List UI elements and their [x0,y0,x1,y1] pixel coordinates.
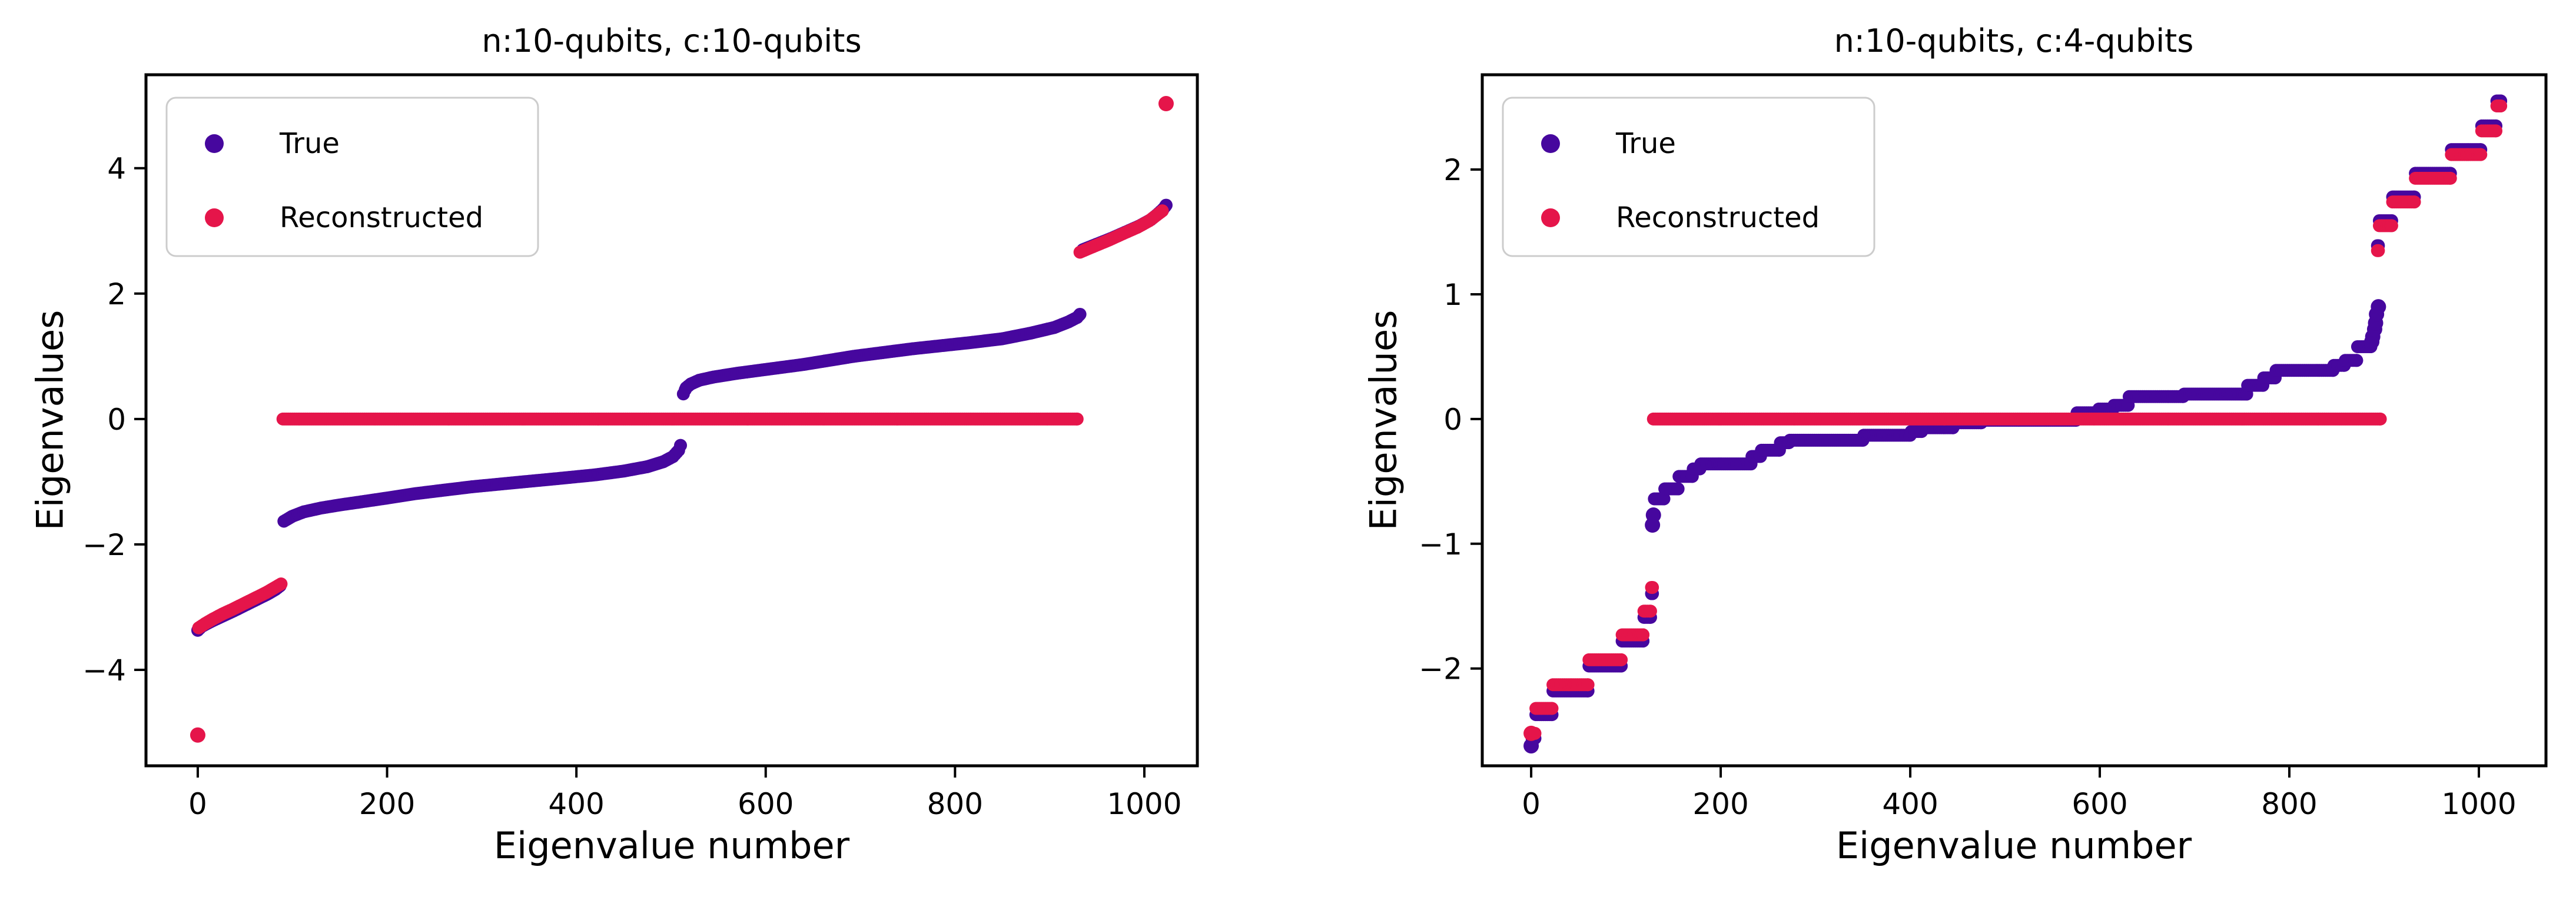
x-tick-label: 600 [2072,787,2127,821]
y-tick-label: 1 [1443,278,1462,312]
plot2-title: n:10-qubits, c:4-qubits [1834,22,2194,59]
plot1-title: n:10-qubits, c:10-qubits [482,22,862,59]
plot1-legend-label-reconstructed: Reconstructed [280,201,484,234]
x-tick-label: 1000 [1107,787,1181,821]
plot2-legend-label-true: True [1616,127,1676,160]
x-tick-label: 800 [927,787,983,821]
y-tick-label: 4 [107,152,126,186]
y-axis-ticks: −4 −2 0 2 4 [82,152,146,688]
legend-marker-true-icon [1541,134,1560,153]
plot-2: 0 200 400 600 800 1000 −2 −1 0 1 2 [1419,73,2548,821]
x-tick-label: 200 [1692,787,1748,821]
plot2-ylabel: Eigenvalues [1362,310,1405,531]
x-axis-ticks: 0 200 400 600 800 1000 [1522,766,2517,821]
legend-box [1502,97,1875,257]
x-tick-label: 1000 [2441,787,2516,821]
y-tick-label: −2 [1419,652,1462,686]
legend-marker-true-icon [205,134,224,153]
legend [1502,97,1875,257]
axes-spines [144,73,1199,768]
x-tick-label: 600 [738,787,794,821]
y-tick-label: −2 [82,528,126,562]
series-reconstructed [190,96,1174,743]
series-reconstructed [1523,99,2508,741]
y-tick-label: −1 [1419,527,1462,562]
plot1-xlabel: Eigenvalue number [493,824,850,867]
x-tick-label: 400 [548,787,604,821]
y-tick-label: 0 [107,403,126,437]
plot1-legend-label-true: True [280,127,340,160]
legend-marker-reconstructed-icon [1541,208,1560,227]
plot-1: 0 200 400 600 800 1000 −4 −2 0 2 4 [82,73,1199,821]
legend-box [165,97,539,257]
legend-marker-reconstructed-icon [205,208,224,227]
y-tick-label: 2 [107,277,126,311]
y-tick-label: 0 [1443,403,1462,437]
legend [165,97,539,257]
x-tick-label: 800 [2261,787,2317,821]
axes-spines [1480,73,2548,768]
x-tick-label: 400 [1882,787,1938,821]
y-tick-label: 2 [1443,153,1462,187]
plot2-xlabel: Eigenvalue number [1835,824,2192,867]
y-tick-label: −4 [82,653,126,688]
plot2-legend-label-reconstructed: Reconstructed [1616,201,1820,234]
x-tick-label: 0 [188,787,207,821]
x-tick-label: 0 [1522,787,1541,821]
y-axis-ticks: −2 −1 0 1 2 [1419,153,1482,686]
x-axis-ticks: 0 200 400 600 800 1000 [188,766,1182,821]
x-tick-label: 200 [359,787,415,821]
plot1-ylabel: Eigenvalues [28,310,72,531]
